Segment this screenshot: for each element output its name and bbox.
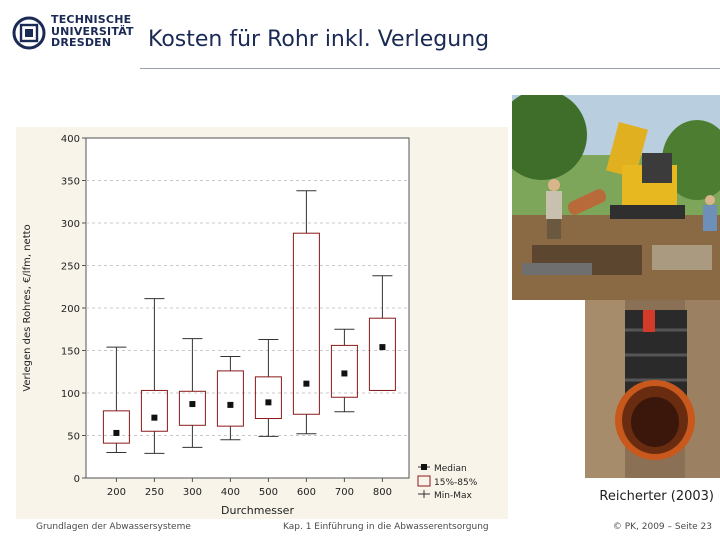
median-marker [379, 344, 386, 351]
median-marker [341, 370, 348, 377]
x-tick-label: 200 [107, 487, 126, 498]
y-tick-label: 100 [61, 389, 80, 400]
chart-panel: 0 50 100 150 200 250 300 350 400 200 250 300 400 500 6… [16, 127, 508, 519]
y-tick-label: 250 [61, 262, 80, 273]
y-tick-label: 350 [61, 177, 80, 188]
x-tick-label: 300 [183, 487, 202, 498]
box-15-85 [178, 390, 206, 426]
y-tick-label: 0 [74, 474, 80, 485]
legend-whisker-label: Min-Max [434, 491, 472, 501]
box-15-85 [216, 370, 244, 427]
footer-page: © PK, 2009 – Seite 23 [612, 522, 712, 532]
image-citation: Reicherter (2003) [599, 489, 714, 504]
x-tick-label: 700 [335, 487, 354, 498]
excavator-pipe-laying-photo [512, 95, 720, 300]
y-tick-label: 200 [61, 304, 80, 315]
logo-wordmark: TECHNISCHE UNIVERSITÄT DRESDEN [51, 14, 134, 49]
plot-frame [85, 137, 410, 479]
median-marker [303, 380, 310, 387]
orange-pipe-in-trench-photo [585, 300, 720, 478]
university-emblem-icon [12, 16, 46, 50]
slide-title: Kosten für Rohr inkl. Verlegung [148, 27, 490, 52]
logo-line-1: TECHNISCHE [51, 13, 132, 26]
box-15-85 [292, 232, 320, 415]
legend-median-marker [421, 464, 427, 470]
y-tick-label: 300 [61, 219, 80, 230]
legend-median-label: Median [434, 464, 467, 474]
x-tick-label: 600 [297, 487, 316, 498]
median-marker [113, 429, 120, 436]
median-marker [227, 401, 234, 408]
x-tick-label: 500 [259, 487, 278, 498]
box-15-85 [102, 410, 130, 444]
x-tick-label: 400 [221, 487, 240, 498]
y-tick-label: 50 [67, 432, 80, 443]
box-plot-chart: 0 50 100 150 200 250 300 350 400 200 250 300 400 500 6… [22, 134, 478, 517]
footer-course: Grundlagen der Abwassersysteme [36, 522, 191, 532]
box-15-85 [140, 389, 168, 432]
box-15-85 [254, 376, 282, 420]
title-divider [140, 68, 720, 69]
legend-box-label: 15%-85% [434, 478, 478, 488]
median-marker [189, 401, 196, 408]
y-tick-label: 400 [61, 134, 80, 145]
x-tick-label: 250 [145, 487, 164, 498]
median-marker [151, 414, 158, 421]
x-tick-label: 800 [373, 487, 392, 498]
box-15-85 [330, 344, 358, 398]
tu-dresden-logo: TECHNISCHE UNIVERSITÄT DRESDEN [12, 14, 134, 54]
logo-line-2: UNIVERSITÄT [51, 24, 134, 38]
y-axis-title: Verlegen des Rohres, €/lfm, netto [22, 224, 33, 391]
median-marker [265, 399, 272, 406]
legend-box-swatch [417, 475, 431, 487]
logo-line-3: DRESDEN [51, 36, 112, 49]
y-tick-label: 150 [61, 347, 80, 358]
box-15-85 [368, 317, 396, 391]
x-axis-title: Durchmesser [221, 504, 294, 517]
footer-chapter: Kap. 1 Einführung in die Abwasserentsorg… [283, 522, 489, 532]
